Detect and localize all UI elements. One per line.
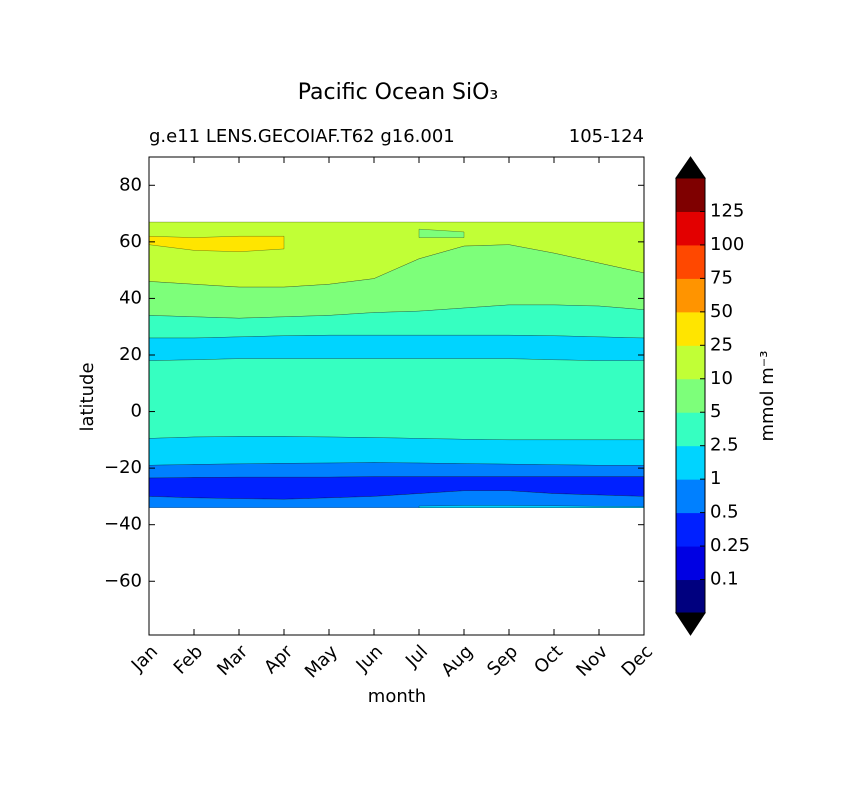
colorbar-tick-label: 75 <box>710 267 733 288</box>
colorbar-tick-label: 5 <box>710 401 721 422</box>
colorbar-tick-label: 1 <box>710 468 721 489</box>
y-tick-label: 80 <box>119 174 142 195</box>
colorbar-bin <box>676 579 705 614</box>
colorbar-bin <box>676 178 705 212</box>
contour-band <box>148 235 285 252</box>
x-tick-label: Jun <box>352 641 387 676</box>
contour-band <box>148 436 645 466</box>
colorbar-bin <box>676 345 705 380</box>
contour-band <box>148 334 645 361</box>
colorbar-extend <box>675 156 706 179</box>
x-tick-label: Jul <box>401 641 432 672</box>
colorbar-frame <box>675 177 706 614</box>
x-axis-label: month <box>368 686 426 707</box>
y-tick-label: 60 <box>119 231 142 252</box>
y-axis-label: latitude <box>77 362 98 431</box>
x-tick-label: Feb <box>170 641 207 678</box>
x-tick-label: Sep <box>483 641 522 680</box>
colorbar-bin <box>676 244 705 279</box>
x-tick-label: Mar <box>213 641 252 680</box>
x-tick-label: Dec <box>618 641 657 680</box>
colorbar-bin <box>676 211 705 246</box>
colorbar-label: mmol m⁻³ <box>757 350 778 441</box>
x-tick-label: Aug <box>437 641 477 681</box>
plot-frame <box>148 156 645 636</box>
colorbar-tick-label: 125 <box>710 200 744 221</box>
x-tick-label: Nov <box>572 641 612 681</box>
colorbar-bin <box>676 378 705 413</box>
colorbar-bin <box>676 445 705 480</box>
colorbar-tick-label: 0.1 <box>710 569 739 590</box>
colorbar-bin <box>676 278 705 313</box>
colorbar-tick-label: 50 <box>710 301 733 322</box>
colorbar-tick-label: 10 <box>710 368 733 389</box>
contour-band <box>148 358 645 441</box>
colorbar-bin <box>676 546 705 581</box>
subtitle-right: 105-124 <box>569 126 644 147</box>
y-tick-label: 20 <box>119 344 142 365</box>
contour-band <box>148 462 645 479</box>
subtitle-left: g.e11 LENS.GECOIAF.T62 g16.001 <box>149 126 455 147</box>
y-tick-label: −20 <box>104 457 142 478</box>
chart-title: Pacific Ocean SiO₃ <box>298 80 499 105</box>
colorbar-bin <box>676 412 705 447</box>
colorbar-bin <box>676 479 705 514</box>
y-tick-label: −60 <box>104 570 142 591</box>
y-tick-label: −40 <box>104 514 142 535</box>
x-tick-label: Apr <box>260 641 297 678</box>
colorbar-extend <box>675 612 706 636</box>
colorbar-tick-label: 2.5 <box>710 435 739 456</box>
x-tick-label: May <box>301 641 342 682</box>
colorbar-tick-label: 0.25 <box>710 535 750 556</box>
colorbar-bin <box>676 311 705 346</box>
colorbar-tick-label: 25 <box>710 334 733 355</box>
colorbar-tick-label: 0.5 <box>710 502 739 523</box>
x-tick-label: Jan <box>127 641 162 676</box>
x-tick-label: Oct <box>530 641 567 678</box>
colorbar-bin <box>676 512 705 547</box>
y-tick-label: 40 <box>119 287 142 308</box>
y-tick-label: 0 <box>131 401 142 422</box>
colorbar-tick-label: 100 <box>710 234 744 255</box>
contour-band <box>418 228 465 238</box>
